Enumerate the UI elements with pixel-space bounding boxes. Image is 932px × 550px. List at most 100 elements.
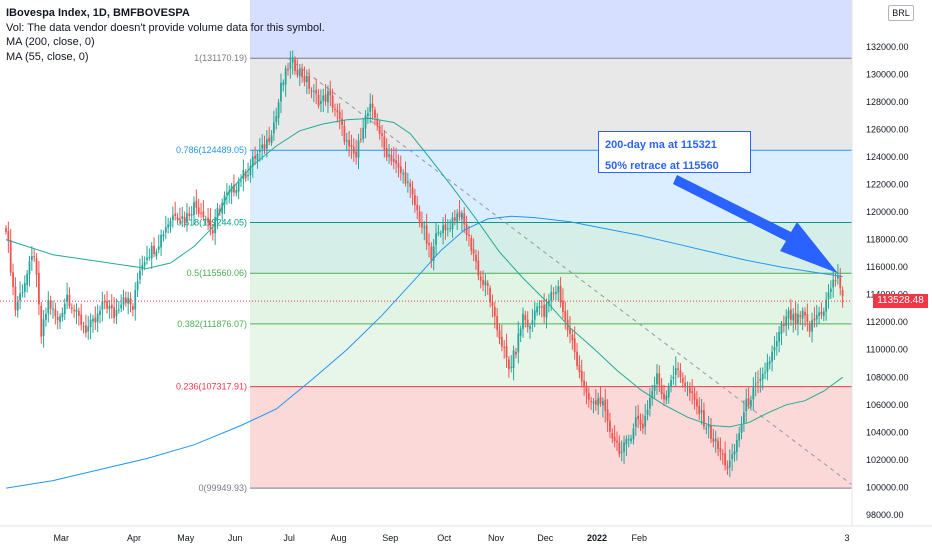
candle-body[interactable] <box>515 352 517 355</box>
candle-body[interactable] <box>129 298 132 305</box>
candle-body[interactable] <box>837 275 839 279</box>
candle-body[interactable] <box>226 192 228 195</box>
candle-body[interactable] <box>280 82 282 102</box>
candle-body[interactable] <box>594 400 597 405</box>
candle-body[interactable] <box>757 381 759 383</box>
candle-body[interactable] <box>444 224 447 230</box>
candle-body[interactable] <box>7 231 10 242</box>
candle-body[interactable] <box>362 127 365 140</box>
candle-body[interactable] <box>70 307 73 310</box>
candle-body[interactable] <box>698 405 701 415</box>
candle-body[interactable] <box>719 447 722 453</box>
candle-body[interactable] <box>402 173 405 175</box>
candle-body[interactable] <box>359 138 362 141</box>
candle-body[interactable] <box>557 286 560 293</box>
candle-body[interactable] <box>113 307 115 319</box>
candle-body[interactable] <box>162 234 165 237</box>
candle-body[interactable] <box>623 442 625 453</box>
candle-body[interactable] <box>613 436 616 442</box>
candle-body[interactable] <box>146 257 148 261</box>
candle-body[interactable] <box>630 438 632 442</box>
candle-body[interactable] <box>590 401 593 403</box>
candle-body[interactable] <box>470 237 473 251</box>
candle-body[interactable] <box>663 393 665 400</box>
candle-body[interactable] <box>390 154 393 161</box>
candle-body[interactable] <box>127 297 130 304</box>
candle-body[interactable] <box>169 220 172 227</box>
candle-body[interactable] <box>658 373 661 386</box>
candle-body[interactable] <box>371 103 374 108</box>
candle-body[interactable] <box>277 102 280 118</box>
candle-body[interactable] <box>472 249 475 254</box>
candle-body[interactable] <box>348 139 350 146</box>
candle-body[interactable] <box>576 351 578 367</box>
candle-body[interactable] <box>23 283 26 292</box>
candle-body[interactable] <box>322 95 325 102</box>
candle-body[interactable] <box>66 294 68 302</box>
candle-body[interactable] <box>9 239 12 273</box>
candle-body[interactable] <box>155 251 158 257</box>
candle-body[interactable] <box>585 386 588 393</box>
candle-body[interactable] <box>425 225 428 244</box>
candle-body[interactable] <box>649 397 651 409</box>
candle-body[interactable] <box>555 292 557 295</box>
candle-body[interactable] <box>247 174 249 177</box>
candle-body[interactable] <box>559 285 562 303</box>
candle-body[interactable] <box>195 200 198 208</box>
candle-body[interactable] <box>632 428 635 440</box>
candle-body[interactable] <box>465 223 468 236</box>
candle-body[interactable] <box>317 94 320 106</box>
candle-body[interactable] <box>787 310 790 319</box>
candle-body[interactable] <box>646 409 649 415</box>
candle-body[interactable] <box>801 310 804 319</box>
candle-body[interactable] <box>811 320 813 332</box>
candle-body[interactable] <box>486 282 489 287</box>
candle-body[interactable] <box>834 280 837 282</box>
candle-body[interactable] <box>179 218 181 220</box>
candle-body[interactable] <box>731 454 734 460</box>
candle-body[interactable] <box>352 146 355 154</box>
candle-body[interactable] <box>381 133 383 136</box>
candle-body[interactable] <box>197 207 200 214</box>
candle-body[interactable] <box>287 68 289 71</box>
candle-body[interactable] <box>94 317 97 323</box>
candle-body[interactable] <box>670 380 672 388</box>
candle-body[interactable] <box>395 160 397 164</box>
candle-body[interactable] <box>496 316 499 331</box>
candle-body[interactable] <box>665 395 668 401</box>
candle-body[interactable] <box>275 116 278 123</box>
candle-body[interactable] <box>656 373 658 385</box>
candle-body[interactable] <box>28 261 31 275</box>
candle-body[interactable] <box>357 140 360 158</box>
candle-body[interactable] <box>580 370 583 382</box>
candle-body[interactable] <box>432 246 435 261</box>
candle-body[interactable] <box>771 351 773 362</box>
candle-body[interactable] <box>540 306 543 308</box>
candle-body[interactable] <box>524 315 527 321</box>
candle-body[interactable] <box>785 316 788 326</box>
candle-body[interactable] <box>705 428 708 430</box>
candle-body[interactable] <box>89 319 92 327</box>
candle-body[interactable] <box>505 346 508 358</box>
candle-body[interactable] <box>251 156 254 167</box>
candle-body[interactable] <box>40 306 43 337</box>
candle-body[interactable] <box>825 299 828 312</box>
candle-body[interactable] <box>639 419 642 425</box>
candle-body[interactable] <box>367 113 369 117</box>
candle-body[interactable] <box>517 333 520 353</box>
candle-body[interactable] <box>301 69 303 78</box>
candle-body[interactable] <box>609 420 611 432</box>
candle-body[interactable] <box>491 302 494 306</box>
candle-body[interactable] <box>5 227 7 233</box>
candle-body[interactable] <box>435 233 437 245</box>
candle-body[interactable] <box>484 280 487 286</box>
candle-body[interactable] <box>743 412 745 423</box>
candle-body[interactable] <box>691 391 694 394</box>
candle-body[interactable] <box>644 415 647 427</box>
candle-body[interactable] <box>324 94 327 102</box>
candle-body[interactable] <box>531 320 534 325</box>
candle-body[interactable] <box>439 233 442 235</box>
candle-body[interactable] <box>282 82 285 85</box>
candle-body[interactable] <box>364 115 367 129</box>
candle-body[interactable] <box>117 309 120 311</box>
